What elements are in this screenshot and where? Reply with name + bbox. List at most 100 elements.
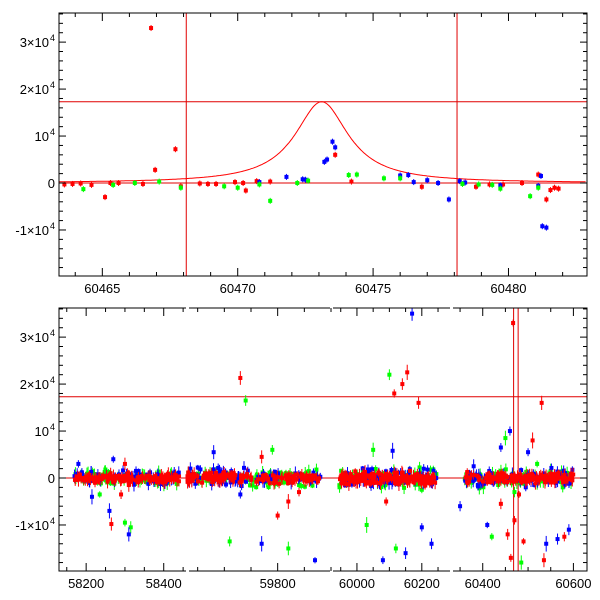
- bottom-ytick-label: 3×10: [20, 330, 49, 345]
- top-data-point: [463, 180, 468, 185]
- bottom-data-point: [346, 482, 351, 487]
- bottom-data-point: [565, 476, 570, 481]
- top-data-point: [222, 184, 227, 189]
- top-data-point: [306, 178, 311, 183]
- bottom-data-point: [211, 450, 216, 455]
- bottom-data-point: [128, 525, 133, 530]
- bottom-data-point: [387, 481, 392, 486]
- bottom-data-point: [538, 472, 543, 477]
- top-data-point: [490, 182, 495, 187]
- bottom-data-point: [89, 469, 94, 474]
- bottom-ytick-label: -1×10: [15, 518, 49, 533]
- bottom-data-point: [505, 532, 510, 537]
- bottom-data-point: [108, 481, 113, 486]
- bottom-data-point: [533, 481, 538, 486]
- bottom-data-point: [277, 481, 282, 486]
- bottom-data-point: [126, 532, 131, 537]
- bottom-data-point: [476, 474, 481, 479]
- bottom-data-point: [272, 481, 277, 486]
- bottom-data-point: [556, 474, 561, 479]
- bottom-data-point: [380, 558, 385, 563]
- bottom-data-point: [404, 478, 409, 483]
- bottom-data-point: [74, 474, 79, 479]
- bottom-data-point: [500, 471, 505, 476]
- top-data-point: [178, 185, 183, 190]
- bottom-xtick-label: 60000: [339, 576, 375, 591]
- top-data-point: [536, 185, 541, 190]
- bottom-data-point: [259, 541, 264, 546]
- bottom-data-point: [544, 541, 549, 546]
- bottom-data-point: [266, 476, 271, 481]
- bottom-data-point: [411, 480, 416, 485]
- bottom-data-point: [103, 467, 108, 472]
- bottom-data-point: [267, 470, 272, 475]
- bottom-data-point: [392, 480, 397, 485]
- bottom-data-point: [254, 472, 259, 477]
- bottom-xtick-label: 58200: [68, 576, 104, 591]
- top-data-point: [381, 176, 386, 181]
- bottom-data-point: [292, 477, 297, 482]
- top-data-point: [538, 173, 543, 178]
- axis-break-bottom: [330, 570, 333, 573]
- bottom-data-point: [113, 476, 118, 481]
- bottom-data-point: [489, 471, 494, 476]
- bottom-data-point: [426, 475, 431, 480]
- bottom-data-point: [526, 450, 531, 455]
- bottom-data-point: [560, 479, 565, 484]
- bottom-data-point: [425, 467, 430, 472]
- top-data-point: [157, 179, 162, 184]
- bottom-data-point: [188, 466, 193, 471]
- bottom-data-point: [394, 476, 399, 481]
- bottom-data-point: [121, 468, 126, 473]
- bottom-data-point: [392, 391, 397, 396]
- bottom-data-point: [314, 467, 319, 472]
- bottom-data-point: [488, 480, 493, 485]
- bottom-data-point: [131, 482, 136, 487]
- bottom-data-point: [434, 476, 439, 481]
- bottom-data-point: [143, 476, 148, 481]
- bottom-data-point: [512, 490, 517, 495]
- bottom-data-point: [541, 471, 546, 476]
- bottom-data-point: [485, 480, 490, 485]
- bottom-data-point: [360, 471, 365, 476]
- top-xtick-label: 60470: [220, 281, 256, 296]
- bottom-data-point: [571, 472, 576, 477]
- top-data-point: [528, 194, 533, 199]
- bottom-data-point: [196, 479, 201, 484]
- bottom-data-point: [416, 400, 421, 405]
- bottom-data-point: [97, 476, 102, 481]
- bottom-data-point: [342, 475, 347, 480]
- bottom-data-point: [402, 485, 407, 490]
- top-data-point: [241, 181, 246, 186]
- bottom-data-point: [103, 477, 108, 482]
- bottom-data-point: [186, 470, 191, 475]
- bottom-data-point: [348, 472, 353, 477]
- bottom-ytick-label: 10: [35, 424, 49, 439]
- bottom-data-point: [285, 475, 290, 480]
- bottom-data-point: [508, 555, 513, 560]
- bottom-data-point: [315, 479, 320, 484]
- bottom-data-point: [300, 476, 305, 481]
- bottom-data-point: [387, 372, 392, 377]
- bottom-data-point: [137, 472, 142, 477]
- bottom-data-point: [543, 478, 548, 483]
- bottom-data-point: [417, 471, 422, 476]
- bottom-data-point: [225, 472, 230, 477]
- bottom-ytick-exponent: 4: [50, 375, 55, 385]
- bottom-data-point: [399, 476, 404, 481]
- top-data-point: [457, 179, 462, 184]
- top-data-point: [544, 197, 549, 202]
- top-data-point: [149, 26, 154, 31]
- bottom-data-point: [242, 474, 247, 479]
- bottom-data-point: [566, 481, 571, 486]
- bottom-data-point: [468, 475, 473, 480]
- bottom-data-point: [251, 478, 256, 483]
- bottom-data-point: [233, 473, 238, 478]
- bottom-data-point: [86, 473, 91, 478]
- top-data-point: [214, 181, 219, 186]
- bottom-data-point: [238, 375, 243, 380]
- top-data-point: [78, 181, 83, 186]
- bottom-data-point: [370, 471, 375, 476]
